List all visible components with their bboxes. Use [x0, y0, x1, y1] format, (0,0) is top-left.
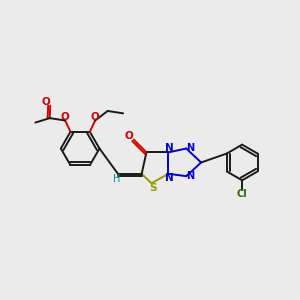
- Text: O: O: [125, 131, 134, 141]
- Text: N: N: [165, 143, 174, 153]
- Text: O: O: [42, 97, 50, 107]
- Text: S: S: [149, 183, 157, 193]
- Text: N: N: [186, 171, 194, 181]
- Text: O: O: [61, 112, 70, 122]
- Text: N: N: [165, 173, 174, 183]
- Text: O: O: [91, 112, 100, 122]
- Text: N: N: [186, 143, 194, 153]
- Text: Cl: Cl: [237, 189, 248, 199]
- Text: H: H: [113, 174, 120, 184]
